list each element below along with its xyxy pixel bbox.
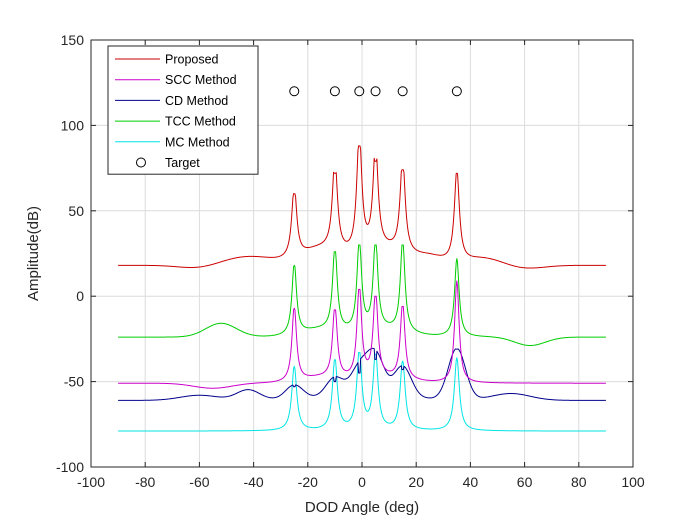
target-markers	[289, 86, 462, 97]
legend-label: SCC Method	[165, 73, 237, 87]
x-tick-label: 100	[621, 474, 645, 490]
target-marker	[354, 86, 365, 97]
y-tick-label: 50	[68, 203, 84, 219]
target-marker	[289, 86, 300, 97]
legend-box	[107, 45, 259, 175]
legend-label: MC Method	[165, 135, 230, 149]
series-line-scc-method	[118, 280, 606, 389]
y-tick-label: -100	[56, 459, 84, 475]
legend-label: TCC Method	[165, 115, 236, 129]
legend-label: CD Method	[165, 94, 228, 108]
y-tick-label: 0	[76, 288, 84, 304]
series-line-tcc-method	[118, 244, 606, 347]
legend: Proposed SCC Method CD Method TCC Method MC …	[107, 45, 259, 175]
series-line-proposed	[118, 145, 606, 269]
x-tick-label: -100	[77, 474, 105, 490]
x-tick-label: 60	[517, 474, 533, 490]
x-tick-label: -40	[243, 474, 263, 490]
x-tick-label: 80	[571, 474, 587, 490]
target-marker	[397, 86, 408, 97]
series-line-mc-method	[118, 352, 606, 432]
x-tick-label: 40	[463, 474, 479, 490]
series-layer	[118, 145, 606, 432]
x-tick-label: -60	[189, 474, 209, 490]
x-tick-label: 0	[358, 474, 366, 490]
legend-label: Proposed	[165, 53, 219, 67]
x-axis-label: DOD Angle (deg)	[305, 499, 419, 516]
y-tick-label: -50	[64, 374, 84, 390]
y-tick-label: 150	[61, 32, 85, 48]
target-marker	[451, 86, 462, 97]
x-tick-label: -80	[135, 474, 155, 490]
axis-ticks: -100 -80 -60 -40 -20 0 20 40 60 80 100 -100 -50 0 50 10…	[56, 32, 645, 490]
target-marker	[329, 86, 340, 97]
target-marker	[370, 86, 381, 97]
legend-swatch-target	[136, 157, 146, 168]
y-tick-label: 100	[61, 117, 85, 133]
legend-label: Target	[165, 156, 200, 170]
x-tick-label: -20	[298, 474, 318, 490]
x-tick-label: 20	[408, 474, 424, 490]
series-line-cd-method	[118, 347, 606, 401]
y-axis-label: Amplitude(dB)	[25, 206, 42, 301]
